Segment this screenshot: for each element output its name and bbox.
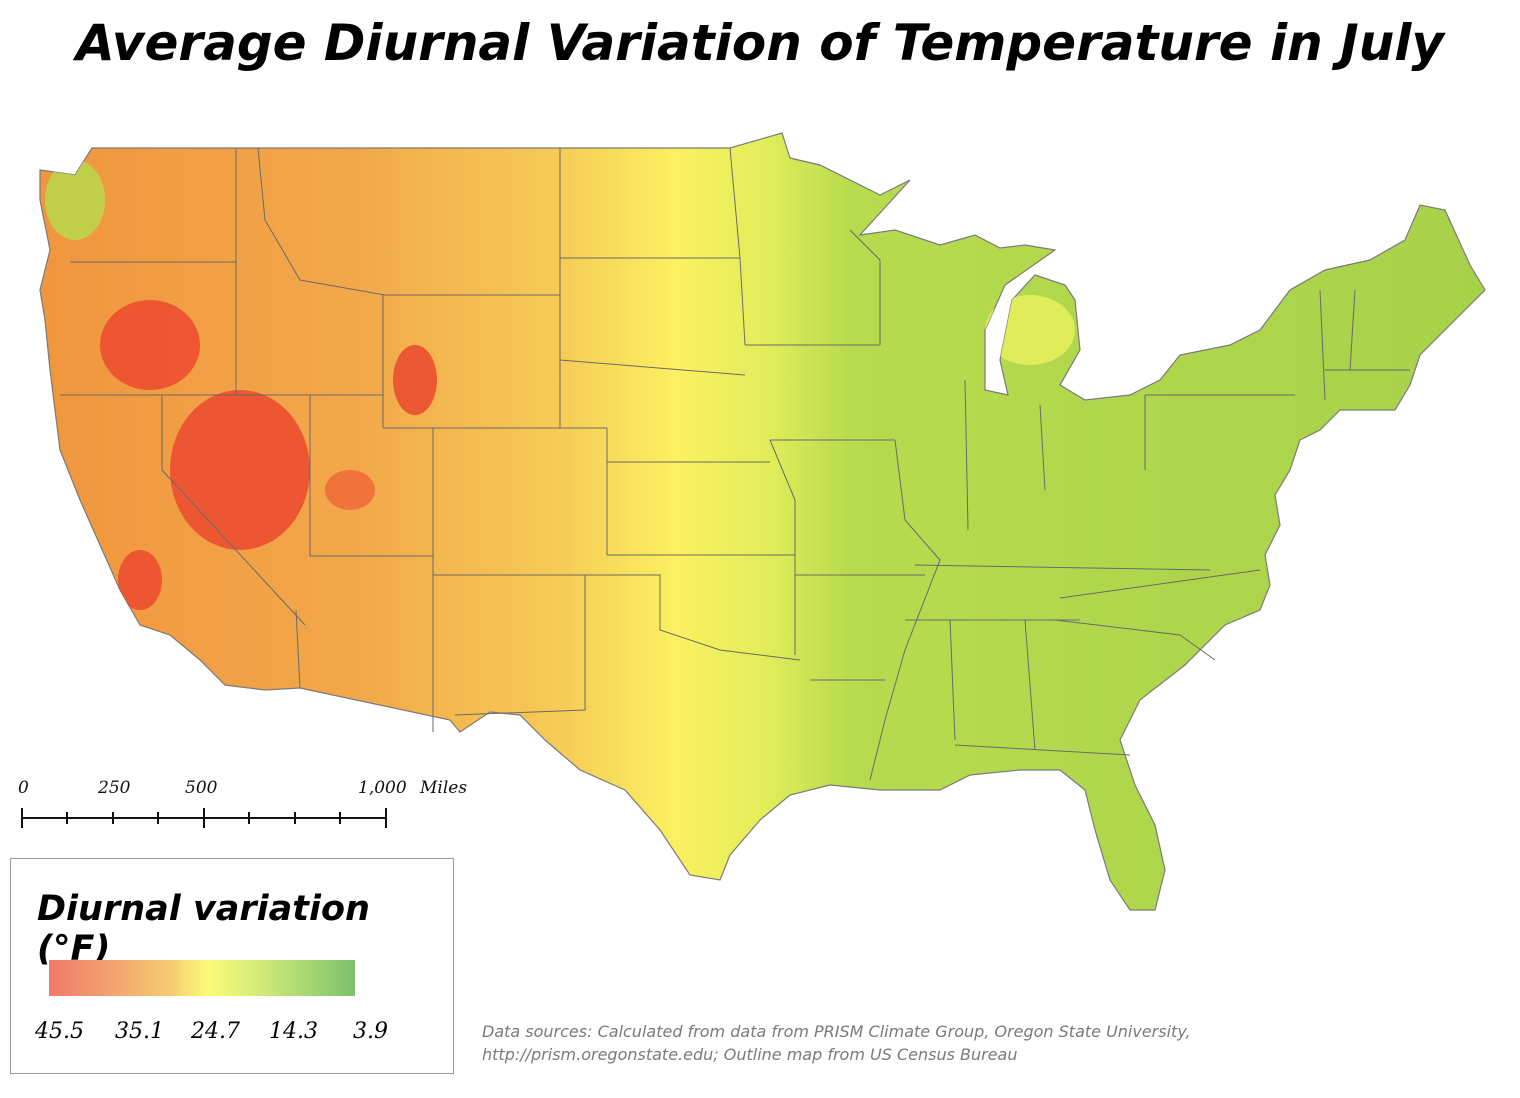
hot-zone-nevada [170, 390, 310, 550]
us-land-mass [39, 132, 1486, 911]
border-ga-fl [954, 744, 1131, 756]
border-nc-sc [1054, 619, 1216, 661]
scale-label-0: 0 [18, 778, 29, 798]
legend-label-3: 24.7 [191, 1019, 240, 1044]
border-id-mt [257, 147, 386, 296]
border-al-ga [1024, 619, 1036, 751]
scale-bar: 0 250 500 1,000 Miles [18, 774, 488, 834]
border-in-oh [1039, 404, 1046, 491]
scale-label-1000: 1,000 [358, 778, 407, 798]
border-mississippi [869, 439, 941, 781]
border-nm-tx [454, 575, 586, 716]
scale-label-250: 250 [98, 778, 131, 798]
map-title: Average Diurnal Variation of Temperature… [75, 14, 1445, 72]
border-ky-tn [914, 564, 1211, 571]
source-note: Data sources: Calculated from data from … [482, 1020, 1242, 1066]
yellow-zone-michigan [985, 295, 1075, 365]
border-vt-nh [1349, 289, 1356, 371]
hot-zone-wyoming [393, 345, 437, 415]
scale-bar-graphic [21, 808, 387, 828]
map-land [39, 132, 1486, 911]
border-az-nm [295, 609, 301, 689]
border-ms-al [949, 619, 956, 741]
source-line-1: Data sources: Calculated from data from … [482, 1022, 1191, 1041]
border-va-nc [1059, 569, 1261, 599]
scale-unit: Miles [420, 778, 468, 798]
legend-label-4: 14.3 [269, 1019, 318, 1044]
border-mn-west [729, 147, 746, 346]
legend-title: Diurnal variation (°F) [37, 889, 370, 969]
border-il-in [964, 379, 969, 531]
legend-color-ramp [49, 960, 355, 996]
source-line-2: http://prism.oregonstate.edu; Outline ma… [482, 1045, 1018, 1064]
green-zone-washington [45, 160, 105, 240]
border-mo-west [769, 439, 796, 655]
legend: Diurnal variation (°F) 45.5 35.1 24.7 14… [10, 858, 454, 1074]
legend-label-min: 3.9 [353, 1019, 388, 1044]
hot-zone-california [118, 550, 162, 610]
state-borders [60, 147, 1410, 781]
border-ca-nv [161, 395, 306, 626]
scale-label-500: 500 [185, 778, 218, 798]
border-ny-ne [1319, 289, 1326, 401]
hot-zone-utah [325, 470, 375, 510]
border-ok-tx [585, 574, 801, 661]
border-sd-ne [559, 359, 746, 376]
legend-label-max: 45.5 [35, 1019, 84, 1044]
hot-zone-oregon [100, 300, 200, 390]
border-wi-mi [849, 229, 881, 345]
legend-label-2: 35.1 [115, 1019, 164, 1044]
